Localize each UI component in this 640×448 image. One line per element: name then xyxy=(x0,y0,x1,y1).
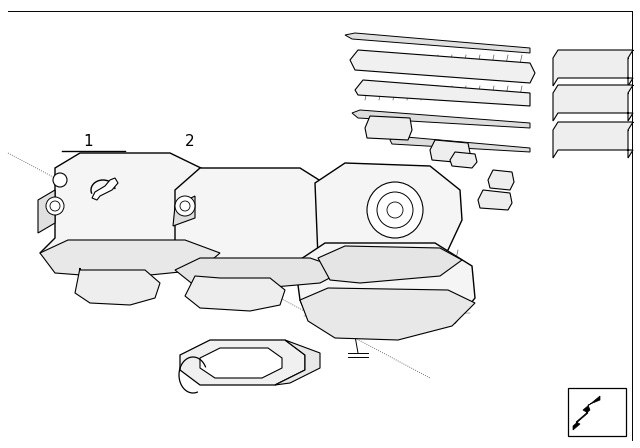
Polygon shape xyxy=(175,258,345,290)
Circle shape xyxy=(180,201,190,211)
Circle shape xyxy=(50,201,60,211)
Polygon shape xyxy=(488,170,514,190)
Polygon shape xyxy=(450,152,477,168)
Polygon shape xyxy=(318,246,462,283)
Polygon shape xyxy=(40,240,220,278)
Polygon shape xyxy=(185,276,285,311)
Polygon shape xyxy=(92,178,118,200)
Polygon shape xyxy=(365,116,412,140)
Polygon shape xyxy=(352,110,530,128)
Polygon shape xyxy=(275,340,320,385)
Polygon shape xyxy=(315,163,462,273)
Polygon shape xyxy=(355,80,530,106)
Polygon shape xyxy=(390,136,530,152)
Circle shape xyxy=(387,202,403,218)
Polygon shape xyxy=(553,50,633,86)
Polygon shape xyxy=(300,288,475,340)
Polygon shape xyxy=(430,140,470,163)
Polygon shape xyxy=(553,85,633,121)
Polygon shape xyxy=(200,348,282,378)
Polygon shape xyxy=(40,153,225,270)
Polygon shape xyxy=(295,243,475,336)
Polygon shape xyxy=(345,33,530,53)
Polygon shape xyxy=(350,50,535,83)
Polygon shape xyxy=(573,396,600,430)
Circle shape xyxy=(367,182,423,238)
Polygon shape xyxy=(478,190,512,210)
Polygon shape xyxy=(553,122,633,158)
Polygon shape xyxy=(180,340,305,385)
Text: 2: 2 xyxy=(185,134,195,148)
Circle shape xyxy=(175,196,195,216)
Polygon shape xyxy=(173,196,195,226)
Polygon shape xyxy=(175,168,345,278)
Circle shape xyxy=(53,173,67,187)
Circle shape xyxy=(377,192,413,228)
Text: 1: 1 xyxy=(83,134,93,148)
Bar xyxy=(568,388,626,436)
Text: 00113616: 00113616 xyxy=(579,430,616,439)
Circle shape xyxy=(46,197,64,215)
Polygon shape xyxy=(38,190,55,233)
Polygon shape xyxy=(75,268,160,305)
